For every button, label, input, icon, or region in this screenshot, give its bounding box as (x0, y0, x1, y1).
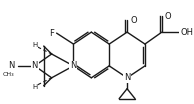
Text: F: F (49, 29, 54, 38)
Text: N: N (124, 73, 130, 82)
Text: CH₃: CH₃ (2, 72, 14, 77)
Text: H: H (32, 84, 37, 90)
Text: N: N (70, 61, 77, 70)
Text: OH: OH (180, 28, 193, 37)
Text: H: H (32, 42, 37, 48)
Text: N: N (32, 61, 38, 70)
Text: N: N (70, 61, 77, 70)
Text: O: O (165, 12, 171, 21)
Text: N: N (8, 61, 14, 70)
Text: O: O (131, 16, 137, 25)
